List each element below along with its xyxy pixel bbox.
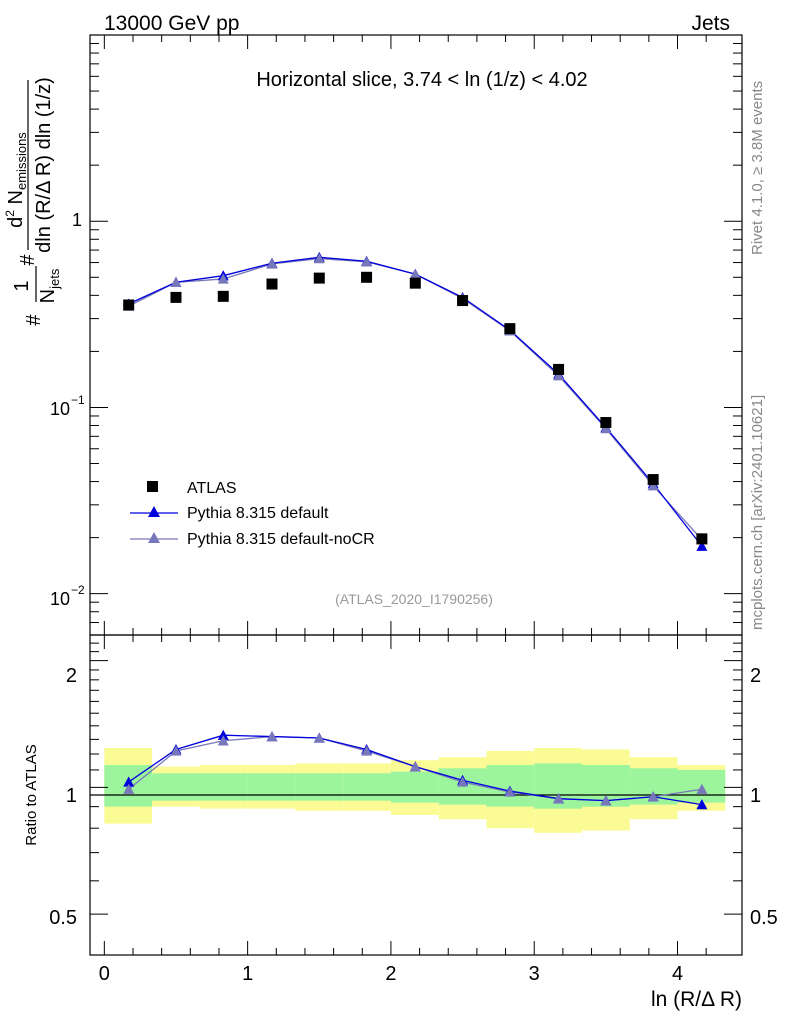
legend-atlas-label: ATLAS: [187, 480, 237, 497]
svg-text:dln (R/Δ R) dln (1/z): dln (R/Δ R) dln (1/z): [33, 77, 55, 253]
main-point-nocr-5: [361, 256, 373, 267]
atlas-point-4: [313, 272, 325, 284]
atlas-point-11: [647, 474, 659, 486]
rivet-label: Rivet 4.1.0, ≥ 3.8M events: [749, 81, 766, 255]
atlas-point-5: [361, 271, 373, 283]
ratio-point-nocr-6: [409, 761, 421, 772]
main-point-nocr-9: [553, 370, 565, 381]
main-point-nocr-6: [409, 268, 421, 279]
main-ylabel: # 1 Njets # d2 Nemissions dln (R/Δ R) dl…: [3, 77, 62, 325]
ratio-series: [123, 729, 708, 810]
legend-default-marker: [148, 506, 160, 517]
atlas-point-9: [553, 363, 565, 375]
xtick-label-3: 3: [529, 963, 540, 985]
legend-default-label: Pythia 8.315 default: [187, 505, 329, 522]
ratio-point-nocr-5: [361, 745, 373, 756]
ratio-ytick-1: 1: [66, 785, 77, 807]
svg-text:1: 1: [11, 280, 33, 291]
ratio-ytick-0.5-right: 0.5: [750, 907, 778, 929]
legend: ATLAS Pythia 8.315 default Pythia 8.315 …: [130, 480, 375, 548]
ratio-uncertainty-bands: [104, 748, 726, 833]
ratio-ylabel: Ratio to ATLAS: [23, 744, 40, 845]
header-energy: 13000 GeV pp: [104, 12, 239, 35]
ratio-ytick-2: 2: [66, 665, 77, 687]
svg-text:d2 Nemissions: d2 Nemissions: [3, 132, 29, 228]
ratio-point-nocr-2: [217, 735, 229, 746]
atlas-point-8: [504, 323, 516, 335]
main-axis-ticks: [90, 34, 742, 636]
atlas-point-12: [696, 533, 708, 545]
ratio-point-nocr-1: [170, 745, 182, 756]
svg-text:Njets: Njets: [37, 268, 62, 303]
band-inner-2: [199, 773, 248, 801]
legend-nocr-marker: [148, 532, 160, 543]
mcplots-label: mcplots.cern.ch [arXiv:2401.10621]: [749, 395, 766, 630]
band-inner-3: [247, 773, 296, 801]
band-inner-8: [486, 765, 535, 807]
main-series: [123, 251, 708, 551]
header-jets: Jets: [691, 12, 730, 35]
main-point-nocr-4: [313, 253, 325, 264]
xtick-label-1: 1: [242, 963, 253, 985]
ratio-point-default-2: [217, 729, 229, 740]
ratio-point-nocr-12: [696, 783, 708, 794]
main-point-nocr-11: [647, 480, 659, 491]
ytick-label-0.1: 10: [50, 399, 70, 419]
ratio-ytick-1-right: 1: [750, 785, 761, 807]
svg-text:#: #: [17, 254, 39, 266]
legend-atlas-marker: [147, 481, 158, 492]
ratio-axis-ticks: [90, 635, 742, 956]
atlas-point-6: [409, 277, 421, 289]
main-title: Horizontal slice, 3.74 < ln (1/z) < 4.02: [256, 69, 587, 91]
ratio-point-nocr-11: [647, 791, 659, 802]
analysis-id: (ATLAS_2020_I1790256): [335, 591, 493, 607]
ytick-exp-0.1: −1: [71, 393, 85, 407]
ratio-point-default-0: [123, 776, 135, 787]
atlas-point-10: [600, 417, 612, 429]
ratio-point-nocr-10: [600, 795, 612, 806]
atlas-point-0: [123, 299, 135, 311]
main-point-nocr-10: [600, 423, 612, 434]
ratio-point-nocr-8: [504, 786, 516, 797]
ratio-point-nocr-0: [123, 783, 135, 794]
ratio-ytick-0.5: 0.5: [49, 907, 77, 929]
main-line-default: [128, 256, 703, 547]
main-point-nocr-2: [217, 273, 229, 284]
atlas-point-1: [170, 291, 182, 303]
band-inner-6: [390, 771, 439, 803]
ratio-point-nocr-3: [266, 731, 278, 742]
atlas-point-3: [266, 278, 278, 290]
xtick-label-0: 0: [99, 963, 110, 985]
xtick-label-4: 4: [672, 963, 683, 985]
atlas-point-7: [457, 295, 469, 307]
ratio-plot: Ratio to ATLAS 2 1 0.5 2 1 0.5: [23, 634, 778, 956]
xtick-label-2: 2: [385, 963, 396, 985]
band-inner-1: [152, 773, 200, 801]
ratio-point-nocr-9: [553, 793, 565, 804]
main-point-nocr-1: [170, 276, 182, 287]
main-point-default-12: [696, 540, 708, 551]
ytick-exp-0.01: −2: [71, 583, 85, 597]
svg-text:#: #: [23, 314, 45, 326]
ratio-point-default-12: [696, 799, 708, 810]
xtick-labels: 0 1 2 3 4: [99, 963, 683, 985]
legend-nocr-label: Pythia 8.315 default-noCR: [187, 531, 375, 548]
atlas-point-2: [217, 290, 229, 302]
xaxis-label: ln (R/Δ R): [651, 988, 742, 1011]
ytick-label-0.01: 10: [50, 589, 70, 609]
ratio-point-nocr-7: [457, 776, 469, 787]
main-point-nocr-3: [266, 258, 278, 269]
ratio-ytick-2-right: 2: [750, 665, 761, 687]
main-line-nocr: [128, 257, 703, 541]
band-inner-4: [295, 773, 344, 801]
ytick-label-1: 1: [72, 210, 82, 230]
band-inner-5: [343, 773, 391, 801]
ratio-point-nocr-4: [313, 732, 325, 743]
